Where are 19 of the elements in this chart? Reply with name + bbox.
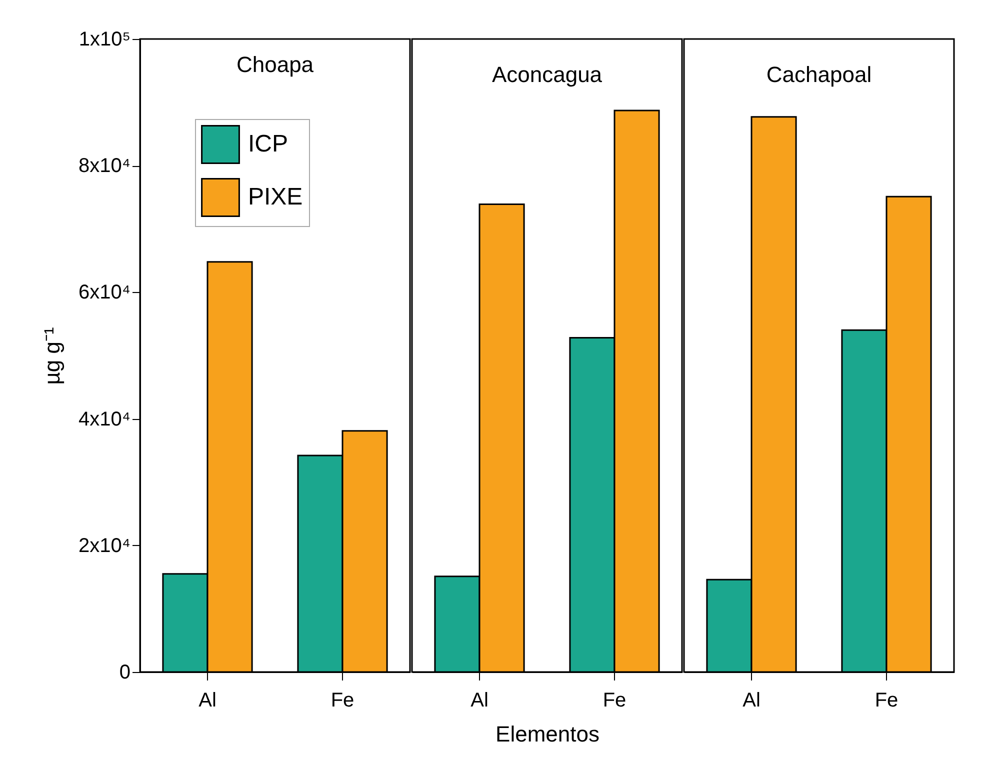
x-tick-label: Fe [330,690,354,712]
legend-label: PIXE [248,184,303,210]
x-axis-title: Elementos [496,722,600,746]
x-tick-label: Al [742,690,760,712]
x-tick-label: Al [470,690,488,712]
y-tick-label: 8x10⁴ [78,155,130,178]
x-tick-label: Fe [874,690,898,712]
y-tick-label: 2x10⁴ [78,534,130,557]
y-tick-label: 0 [119,662,130,684]
y-axis-title: µg g⁻¹ [40,327,65,385]
x-tick-label: Al [198,690,216,712]
y-tick-label: 1x10⁵ [78,28,130,50]
text: Cachapoal [766,62,872,87]
y-tick-label: 4x10⁴ [78,408,130,430]
y-tick-label: 6x10⁴ [78,282,130,304]
x-tick-label: Fe [602,690,626,712]
text: Choapa [236,52,314,77]
legend-label: ICP [248,130,288,158]
text: Aconcagua [492,62,603,87]
